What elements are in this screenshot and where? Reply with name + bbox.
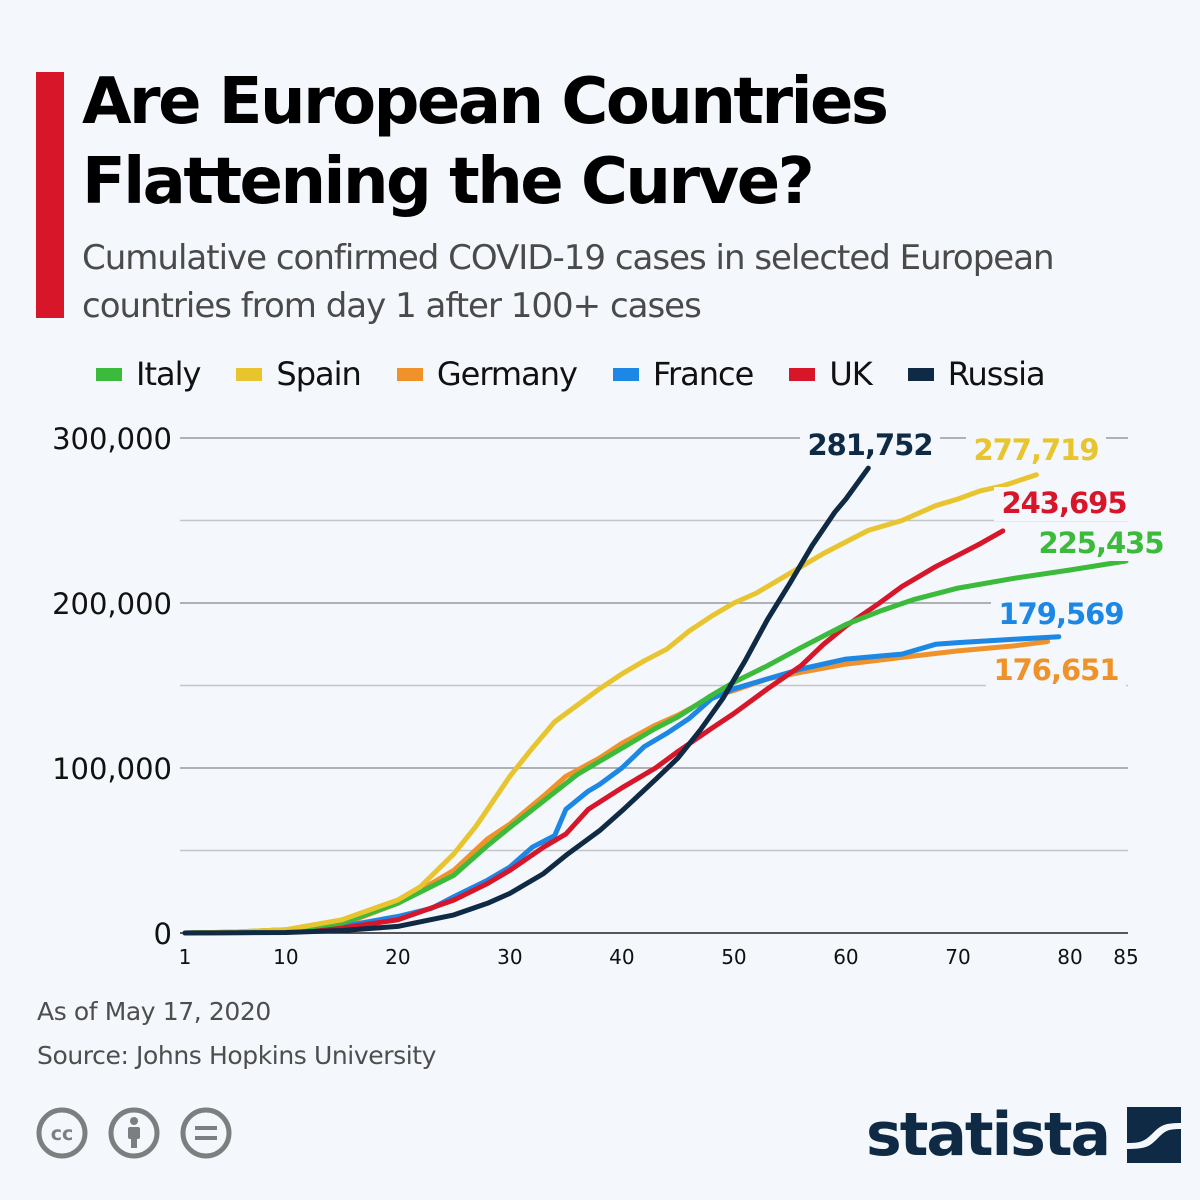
legend-label: UK bbox=[829, 355, 872, 393]
x-tick-label: 85 bbox=[1113, 945, 1138, 969]
license-icons: cc bbox=[36, 1107, 252, 1159]
legend-item-germany[interactable]: Germany bbox=[396, 355, 578, 393]
x-tick-label: 60 bbox=[833, 945, 858, 969]
no-derivatives-icon[interactable] bbox=[180, 1107, 232, 1159]
as-of-date: As of May 17, 2020 bbox=[37, 997, 271, 1026]
end-label-germany: 176,651 bbox=[993, 653, 1118, 687]
legend-label: Spain bbox=[276, 355, 361, 393]
legend-swatch bbox=[396, 367, 423, 381]
attribution-icon[interactable] bbox=[108, 1107, 160, 1159]
x-tick-label: 40 bbox=[609, 945, 634, 969]
statista-logo-icon bbox=[1127, 1107, 1182, 1163]
legend-label: France bbox=[652, 355, 754, 393]
chart-legend: Italy Spain Germany France UK Russia bbox=[96, 352, 1081, 396]
source-note: Source: Johns Hopkins University bbox=[37, 1041, 437, 1070]
legend-item-spain[interactable]: Spain bbox=[236, 355, 362, 393]
series-line-uk bbox=[182, 528, 1006, 936]
x-tick-label: 30 bbox=[497, 945, 522, 969]
series-line-russia bbox=[182, 465, 871, 936]
x-tick-label: 80 bbox=[1057, 945, 1082, 969]
legend-swatch bbox=[907, 367, 934, 381]
end-label-france: 179,569 bbox=[998, 597, 1123, 631]
x-tick-label: 1 bbox=[179, 945, 192, 969]
x-tick-label: 10 bbox=[273, 945, 298, 969]
y-tick-label: 100,000 bbox=[52, 752, 172, 786]
x-tick-label: 70 bbox=[945, 945, 970, 969]
line-chart: 0 100,000 200,000 300,000 1 10 20 30 40 50 60 70 80 8… bbox=[52, 422, 1171, 969]
end-label-italy: 225,435 bbox=[1038, 526, 1163, 560]
x-tick-label: 20 bbox=[385, 945, 410, 969]
accent-bar bbox=[36, 72, 64, 318]
series-line-spain bbox=[182, 472, 1039, 936]
series-line-france bbox=[182, 634, 1062, 936]
legend-label: Italy bbox=[136, 355, 201, 393]
legend-item-russia[interactable]: Russia bbox=[907, 355, 1046, 393]
page-title: Are European Countries Flattening the Cu… bbox=[82, 65, 889, 219]
end-label-background bbox=[991, 598, 1131, 632]
statista-wordmark: statista bbox=[866, 1100, 1111, 1170]
end-label-background bbox=[966, 434, 1106, 468]
end-label-background bbox=[800, 429, 940, 463]
series-line-italy bbox=[182, 558, 1129, 936]
creative-commons-icon[interactable]: cc bbox=[36, 1107, 88, 1159]
page-subtitle: Cumulative confirmed COVID-19 cases in s… bbox=[82, 238, 1055, 326]
end-label-spain: 277,719 bbox=[973, 433, 1098, 467]
legend-label: Germany bbox=[436, 355, 578, 393]
legend-item-uk[interactable]: UK bbox=[789, 355, 873, 393]
statista-logo[interactable]: statista bbox=[866, 1100, 1182, 1170]
end-label-russia: 281,752 bbox=[807, 428, 932, 462]
end-label-background bbox=[1031, 527, 1171, 561]
svg-text:cc: cc bbox=[51, 1123, 74, 1145]
legend-label: Russia bbox=[947, 355, 1046, 393]
end-label-background bbox=[994, 487, 1134, 521]
x-tick-label: 50 bbox=[721, 945, 746, 969]
legend-item-france[interactable]: France bbox=[612, 355, 754, 393]
end-label-background bbox=[986, 654, 1126, 688]
y-tick-label: 300,000 bbox=[52, 422, 172, 456]
y-tick-label: 200,000 bbox=[52, 587, 172, 621]
legend-swatch bbox=[236, 367, 263, 381]
footer: As of May 17, 2020 Source: Johns Hopkins… bbox=[37, 990, 436, 1078]
legend-swatch bbox=[612, 367, 639, 381]
y-tick-label: 0 bbox=[154, 917, 172, 951]
legend-swatch bbox=[789, 367, 816, 381]
legend-item-italy[interactable]: Italy bbox=[96, 355, 201, 393]
end-label-uk: 243,695 bbox=[1001, 486, 1126, 520]
legend-swatch bbox=[96, 367, 122, 381]
